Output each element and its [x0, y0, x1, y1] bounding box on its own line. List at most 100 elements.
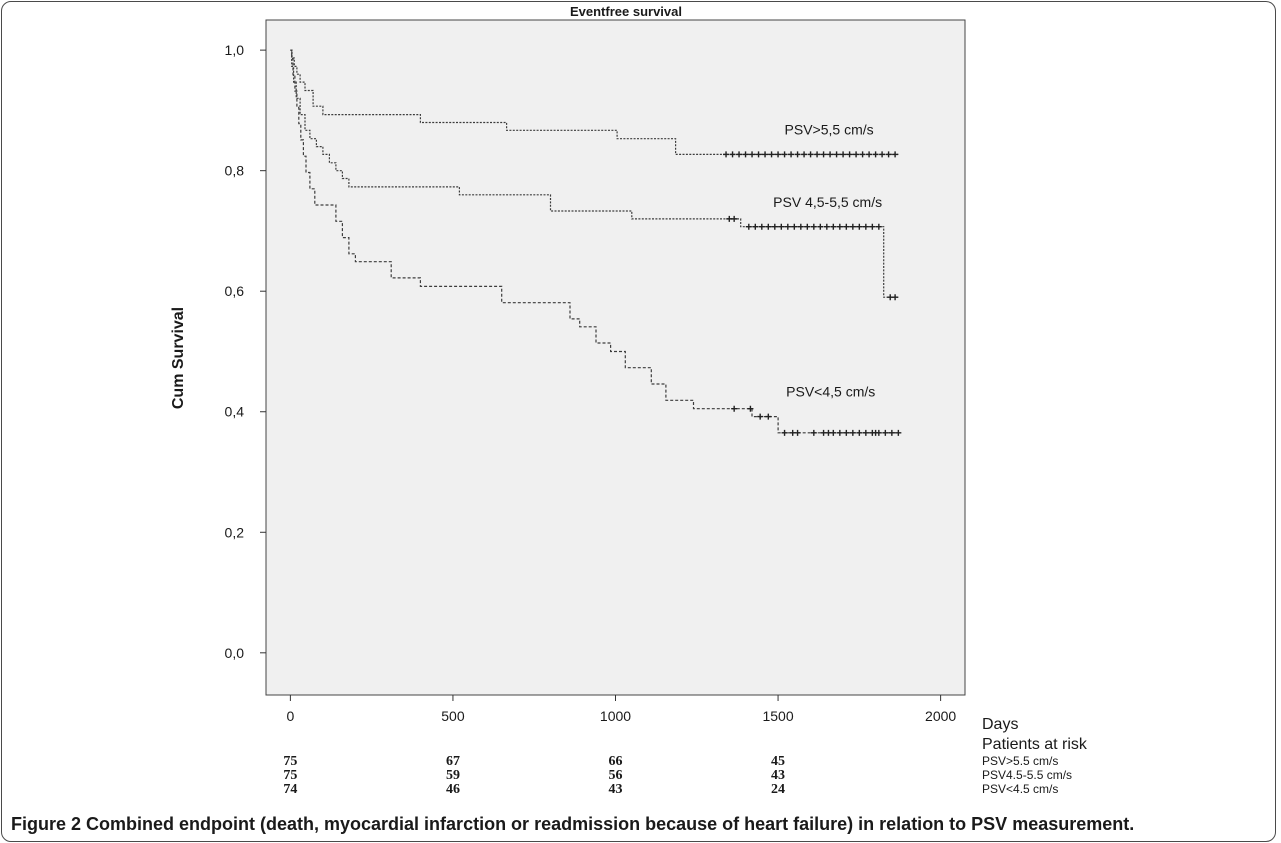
- y-tick-label: 0,6: [225, 283, 245, 299]
- censor-mark: [745, 223, 752, 230]
- censor-mark: [849, 429, 856, 436]
- series-line: [290, 49, 899, 434]
- censor-mark: [820, 151, 827, 158]
- censor-mark: [781, 151, 788, 158]
- censor-mark: [856, 223, 863, 230]
- censor-mark: [853, 151, 860, 158]
- censor-mark: [817, 223, 824, 230]
- censor-mark: [892, 294, 899, 301]
- censor-mark: [849, 223, 856, 230]
- censor-mark: [862, 223, 869, 230]
- censor-mark: [833, 151, 840, 158]
- x-tick-label: 0: [286, 708, 294, 724]
- censor-mark: [765, 413, 772, 420]
- censor-mark: [794, 151, 801, 158]
- censor-mark: [810, 223, 817, 230]
- censor-mark: [797, 223, 804, 230]
- censor-mark: [771, 223, 778, 230]
- censor-mark: [879, 151, 886, 158]
- series-annotation: PSV 4,5-5,5 cm/s: [773, 194, 882, 210]
- censor-mark: [729, 151, 736, 158]
- y-tick-label: 0,8: [225, 163, 245, 179]
- censor-mark: [872, 151, 879, 158]
- x-tick-label: 2000: [925, 708, 956, 724]
- censor-mark: [742, 151, 749, 158]
- figure-caption: Figure 2 Combined endpoint (death, myoca…: [11, 814, 1271, 835]
- censor-mark: [836, 223, 843, 230]
- x-tick-label: 500: [441, 708, 465, 724]
- censor-mark: [775, 151, 782, 158]
- risk-count: 43: [771, 768, 785, 783]
- risk-row-label: PSV>5.5 cm/s: [982, 754, 1058, 768]
- figure-label: Figure 2: [11, 814, 82, 834]
- series-annotation: PSV>5,5 cm/s: [785, 122, 874, 138]
- censor-mark: [749, 151, 756, 158]
- y-tick-label: 0,4: [225, 404, 245, 420]
- censor-mark: [731, 215, 738, 222]
- censor-mark: [752, 223, 759, 230]
- censor-mark: [778, 223, 785, 230]
- x-tick-label: 1500: [762, 708, 793, 724]
- censor-mark: [801, 151, 808, 158]
- censor-mark: [862, 429, 869, 436]
- survival-chart: Eventfree survival Cum Survival Days Pat…: [170, 4, 1088, 797]
- plot-area: [265, 19, 966, 696]
- y-tick-label: 0,2: [225, 524, 245, 540]
- risk-count: 45: [771, 754, 785, 769]
- risk-count: 46: [446, 782, 460, 797]
- risk-count: 74: [283, 782, 297, 797]
- censor-mark: [888, 429, 895, 436]
- censor-mark: [846, 151, 853, 158]
- censor-mark: [892, 151, 899, 158]
- risk-count: 75: [283, 768, 297, 783]
- censor-mark: [882, 429, 889, 436]
- series-line: [290, 49, 899, 298]
- risk-count: 66: [609, 754, 623, 769]
- censor-mark: [791, 223, 798, 230]
- censor-mark: [765, 223, 772, 230]
- censor-mark: [768, 151, 775, 158]
- caption-text: Combined endpoint (death, myocardial inf…: [86, 814, 1135, 834]
- censor-mark: [788, 151, 795, 158]
- censor-mark: [747, 405, 754, 412]
- risk-row-label: PSV<4.5 cm/s: [982, 782, 1058, 796]
- censor-mark: [869, 223, 876, 230]
- censor-mark: [830, 223, 837, 230]
- censor-mark: [856, 429, 863, 436]
- censor-mark: [875, 223, 882, 230]
- censor-mark: [807, 151, 814, 158]
- chart-title: Eventfree survival: [570, 4, 682, 19]
- risk-count: 59: [446, 768, 460, 783]
- censor-mark: [895, 429, 902, 436]
- censor-mark: [830, 429, 837, 436]
- risk-count: 67: [446, 754, 460, 769]
- risk-count: 43: [609, 782, 623, 797]
- censor-mark: [736, 151, 743, 158]
- y-axis-label: Cum Survival: [170, 307, 187, 409]
- censor-mark: [804, 223, 811, 230]
- series-line: [290, 49, 899, 155]
- censor-mark: [823, 223, 830, 230]
- censor-mark: [875, 429, 882, 436]
- risk-count: 75: [283, 754, 297, 769]
- censor-mark: [758, 223, 765, 230]
- censor-mark: [840, 151, 847, 158]
- censor-mark: [755, 151, 762, 158]
- censor-mark: [794, 429, 801, 436]
- censor-mark: [810, 429, 817, 436]
- censor-mark: [836, 429, 843, 436]
- x-tick-label: 1000: [600, 708, 631, 724]
- censor-mark: [762, 151, 769, 158]
- risk-row-label: PSV4.5-5.5 cm/s: [982, 768, 1072, 782]
- censor-mark: [885, 151, 892, 158]
- x-axis-label: Days: [982, 716, 1018, 733]
- censor-mark: [866, 151, 873, 158]
- risk-count: 56: [609, 768, 623, 783]
- risk-count: 24: [771, 782, 785, 797]
- censor-mark: [784, 223, 791, 230]
- censor-mark: [843, 223, 850, 230]
- censor-mark: [731, 405, 738, 412]
- censor-mark: [781, 429, 788, 436]
- risk-table-header: Patients at risk: [982, 736, 1088, 753]
